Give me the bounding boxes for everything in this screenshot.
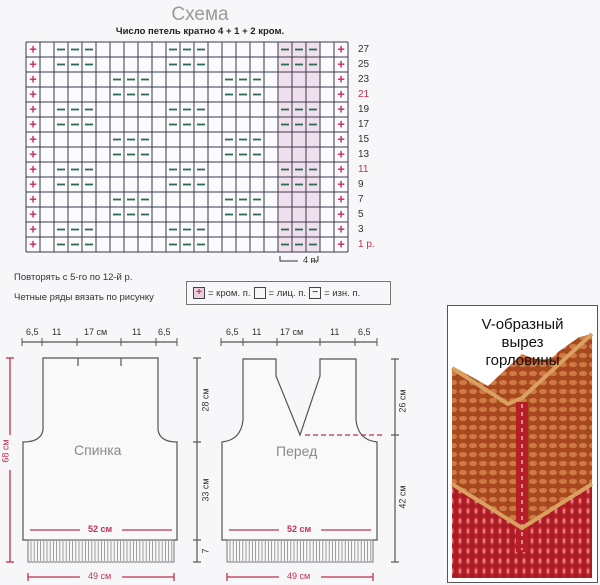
repeat-label: 4 п. <box>303 255 318 265</box>
v-neck-illustration: V-образный вырез горловины <box>447 305 598 583</box>
repeat-bracket <box>279 256 298 262</box>
stitch-chart: + ++ ++ ++ ++ ++ ++ ++ ++ ++ ++ ++ ++ ++ + <box>25 41 349 262</box>
legend-knit: = лиц. п. <box>268 287 307 299</box>
top-dimension-label: 17 см <box>280 327 304 337</box>
legend: + = кром. п. = лиц. п. − = изн. п. <box>186 281 391 305</box>
edge-stitch: + <box>29 237 37 252</box>
front-piece-label: Перед <box>276 443 318 459</box>
row-number: 13 <box>358 149 370 160</box>
note-repeat: Повторять с 5-го по 12-й р. <box>14 272 133 283</box>
illustration-title: V-образный вырез горловины <box>448 316 597 370</box>
edge-stitch: + <box>337 57 345 72</box>
front-lower-height-label: 42 см <box>397 485 408 509</box>
row-number: 25 <box>358 59 370 70</box>
edge-stitch: + <box>337 42 345 57</box>
back-piece-outline <box>22 357 178 541</box>
note-even-rows: Четные ряды вязать по рисунку <box>14 292 154 303</box>
top-dimension-label: 17 см <box>84 327 108 337</box>
edge-stitch: + <box>29 177 37 192</box>
edge-stitch: + <box>337 147 345 162</box>
edge-stitch: + <box>337 177 345 192</box>
edge-stitch: + <box>337 132 345 147</box>
top-dimension-label: 11 <box>252 327 262 337</box>
row-number: 5 <box>358 209 364 220</box>
back-rib-width-label: 49 см <box>88 571 112 581</box>
top-dimension-label: 6,5 <box>358 327 371 337</box>
row-number: 23 <box>358 74 370 85</box>
edge-stitch: + <box>337 222 345 237</box>
top-dimension-label: 6,5 <box>26 327 39 337</box>
edge-stitch: + <box>337 117 345 132</box>
back-piece-label: Спинка <box>74 442 122 458</box>
neck-depth-label: 26 см <box>397 389 408 413</box>
edge-stitch: + <box>29 87 37 102</box>
edge-stitch: + <box>337 192 345 207</box>
edge-stitch: + <box>29 222 37 237</box>
armhole-height-label: 28 см <box>200 388 211 412</box>
schema-subtitle: Число петель кратно 4 + 1 + 2 кром. <box>115 26 285 37</box>
garment-diagrams <box>6 338 399 581</box>
row-number: 15 <box>358 134 370 145</box>
row-number: 21 <box>358 89 370 100</box>
edge-stitch: + <box>29 132 37 147</box>
legend-edge: = кром. п. <box>208 287 251 299</box>
back-width-label: 52 см <box>88 524 113 534</box>
edge-stitch: + <box>337 87 345 102</box>
edge-stitch: + <box>29 192 37 207</box>
edge-stitch: + <box>29 162 37 177</box>
top-dimension-label: 11 <box>132 327 142 337</box>
front-width-label: 52 см <box>287 524 312 534</box>
edge-stitch: + <box>337 237 345 252</box>
top-dimension-label: 6,5 <box>158 327 171 337</box>
edge-stitch-icon: + <box>193 287 205 299</box>
knit-texture-image <box>450 306 594 578</box>
illustration-title-line: вырез <box>501 334 544 351</box>
back-height-label: 68 см <box>0 439 11 463</box>
edge-stitch: + <box>29 72 37 87</box>
top-dimension-label: 11 <box>52 327 62 337</box>
schema-title: Схема <box>171 4 229 25</box>
rib-height-label: 7 <box>200 548 211 554</box>
row-number: 1 р. <box>358 239 375 250</box>
row-number: 3 <box>358 224 364 235</box>
edge-stitch: + <box>337 102 345 117</box>
row-number: 7 <box>358 194 364 205</box>
top-dimension-label: 11 <box>330 327 340 337</box>
repeat-bracket <box>311 256 319 262</box>
front-piece-outline <box>221 358 378 541</box>
row-number: 27 <box>358 44 370 55</box>
edge-stitch: + <box>29 42 37 57</box>
edge-stitch: + <box>337 72 345 87</box>
row-number: 9 <box>358 179 364 190</box>
illustration-title-line: горловины <box>485 352 560 369</box>
illustration-title-line: V-образный <box>481 316 564 333</box>
purl-stitch-icon: − <box>309 287 322 299</box>
edge-stitch: + <box>337 162 345 177</box>
front-rib-width-label: 49 см <box>287 571 311 581</box>
body-height-label: 33 см <box>200 478 211 502</box>
edge-stitch: + <box>337 207 345 222</box>
legend-purl: = изн. п. <box>324 287 361 299</box>
row-number: 17 <box>358 119 370 130</box>
row-number: 19 <box>358 104 370 115</box>
row-number: 11 <box>358 164 369 175</box>
edge-stitch: + <box>29 207 37 222</box>
knit-stitch-icon <box>253 287 266 299</box>
edge-stitch: + <box>29 102 37 117</box>
edge-stitch: + <box>29 57 37 72</box>
top-dimension-label: 6,5 <box>226 327 239 337</box>
edge-stitch: + <box>29 147 37 162</box>
edge-stitch: + <box>29 117 37 132</box>
